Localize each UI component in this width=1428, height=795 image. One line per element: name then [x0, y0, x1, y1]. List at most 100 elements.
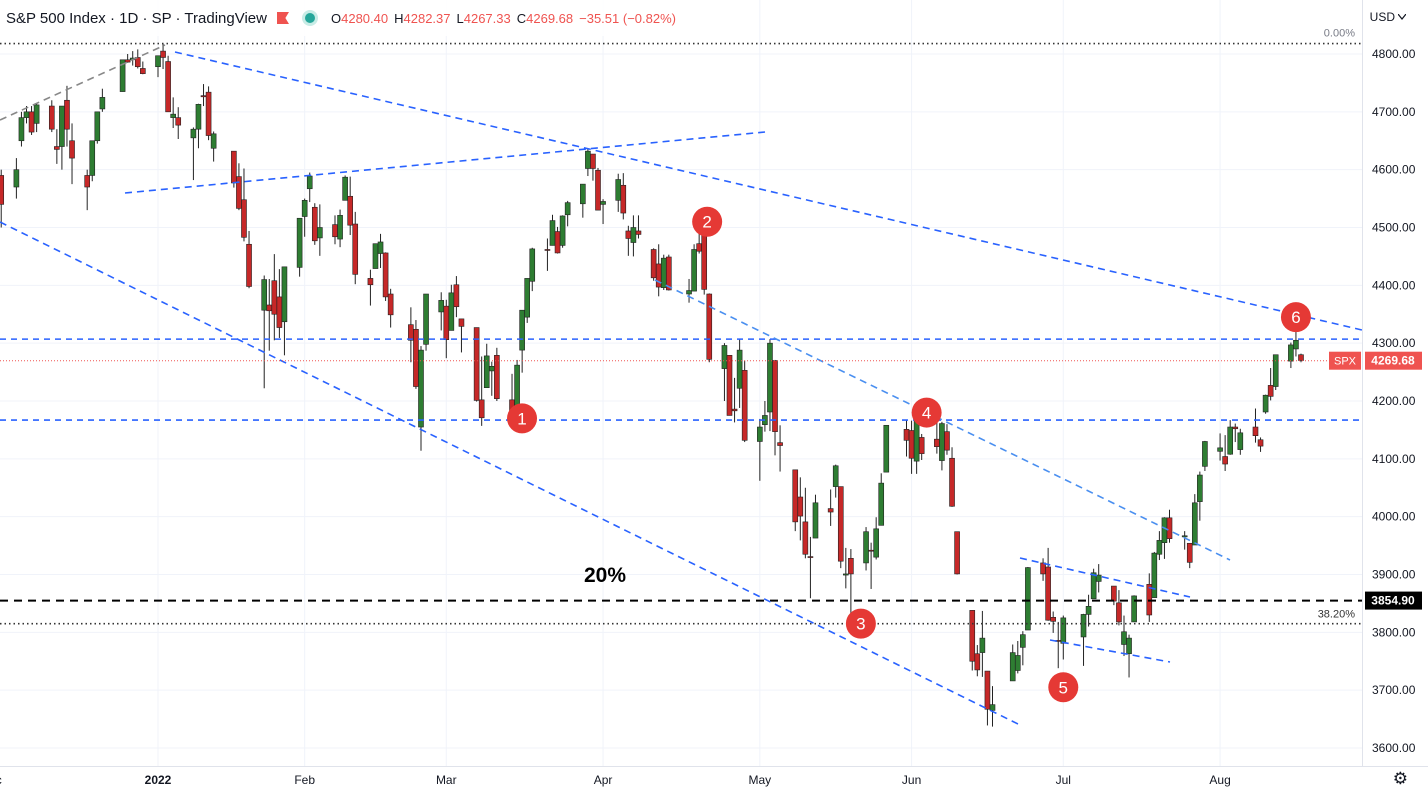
candle-body — [944, 431, 950, 451]
candle-body — [89, 140, 96, 176]
low-label: L — [456, 10, 464, 26]
y-tick-label: 4500.00 — [1372, 221, 1416, 235]
currency-label: USD — [1369, 10, 1395, 24]
candle-body — [1156, 540, 1163, 555]
candle-body — [726, 355, 733, 416]
y-tick-label: 4400.00 — [1372, 278, 1416, 292]
candle-body — [1186, 542, 1193, 563]
candle-body — [54, 146, 60, 150]
flag-icon[interactable] — [276, 12, 289, 24]
open-label: O — [330, 10, 342, 26]
candle-body — [200, 95, 207, 98]
price-axis[interactable]: 4800.00 4700.00 4600.00 4500.00 4400.00 4300.… — [1329, 0, 1428, 795]
candle-body — [494, 355, 500, 399]
candle-body — [33, 104, 40, 124]
symbol-tag-label: SPX — [1334, 356, 1357, 368]
y-tick-label: 4100.00 — [1372, 452, 1416, 466]
candle-body — [231, 150, 237, 184]
chart-grid — [0, 0, 1362, 766]
candle-body — [625, 230, 632, 239]
candle-body — [28, 111, 35, 133]
candle-body — [1090, 572, 1097, 600]
x-tick-label: Jul — [1056, 773, 1071, 787]
number-marker-label: 4 — [922, 404, 931, 423]
candle-body — [190, 128, 197, 139]
y-tick-label: 3800.00 — [1372, 625, 1416, 639]
candle-body — [1267, 385, 1274, 397]
y-tick-label: 4300.00 — [1372, 336, 1416, 350]
x-tick-label: May — [749, 773, 772, 787]
x-tick-label: Dec — [0, 773, 2, 787]
candle-body — [731, 408, 738, 412]
percent-annotation: 20% — [584, 564, 626, 587]
fib-level-label: 38.20% — [1318, 609, 1356, 621]
candle-body — [741, 370, 748, 441]
candle-body — [883, 424, 890, 473]
trendline — [654, 279, 1231, 561]
candle-body — [519, 309, 525, 351]
candle-body — [1116, 602, 1122, 623]
candle-body — [94, 111, 101, 142]
candle-body — [1126, 637, 1132, 655]
candle-body — [837, 486, 844, 562]
market-status-icon — [304, 13, 315, 23]
candle-body — [1298, 354, 1304, 361]
fib-level-label: 0.00% — [1324, 28, 1355, 40]
candle-body — [458, 318, 465, 327]
candle-body — [585, 150, 591, 169]
candle-body — [1085, 606, 1092, 615]
candle-body — [1045, 566, 1051, 621]
currency-selector[interactable]: USD — [1370, 10, 1406, 24]
low-value: 4267.33 — [463, 10, 511, 26]
candle-body — [195, 104, 202, 130]
candle-body — [332, 224, 338, 238]
candle-body — [615, 179, 622, 201]
number-marker-label: 5 — [1059, 678, 1068, 697]
candle-body — [1040, 562, 1046, 575]
number-marker — [692, 206, 723, 237]
candle-body — [488, 365, 495, 372]
candle-body — [155, 55, 161, 68]
price-tag-value: 3854.90 — [1371, 594, 1415, 608]
candle-body — [736, 349, 743, 389]
candle-body — [721, 345, 728, 369]
candle-body — [342, 176, 348, 201]
trendline — [0, 44, 166, 121]
candle-body — [1232, 426, 1239, 430]
time-axis[interactable]: Dec 2022 Feb Mar Apr May Jun Jul Aug — [0, 766, 1428, 788]
candle-body — [802, 521, 809, 555]
symbol-title[interactable]: S&P 500 Index · 1D · SP · TradingView — [6, 9, 267, 27]
candle-body — [873, 528, 879, 558]
gear-icon[interactable]: ⚙ — [1392, 769, 1408, 788]
candle-body — [372, 243, 379, 269]
candle-body — [205, 91, 212, 136]
close-value: 4269.68 — [526, 10, 574, 26]
trendline — [1049, 639, 1171, 663]
candle-body — [984, 670, 991, 710]
candle-body — [600, 201, 606, 205]
candle-body — [413, 328, 419, 387]
candle-body — [686, 290, 692, 295]
number-marker-label: 2 — [702, 213, 711, 232]
candle-body — [1014, 655, 1021, 671]
candle-body — [918, 437, 925, 454]
candle-body — [160, 50, 166, 58]
candle-body — [261, 279, 268, 311]
price-tag — [1365, 591, 1422, 610]
candle-body — [549, 220, 556, 246]
high-value: 4282.37 — [403, 10, 451, 26]
candle-body — [418, 349, 424, 428]
candle-body — [1222, 456, 1228, 465]
candle-body — [119, 59, 126, 92]
candle-body — [832, 465, 839, 487]
ohlc-values: O4280.40 H4282.37 L4267.33 C4269.68 −35.… — [331, 11, 676, 26]
candle-body — [0, 175, 5, 205]
candle-body — [908, 430, 915, 459]
candle-body — [757, 426, 763, 442]
candle-body — [99, 97, 106, 110]
y-tick-label: 4600.00 — [1372, 163, 1416, 177]
candlestick-series — [0, 43, 1304, 727]
number-marker — [507, 403, 538, 434]
candle-body — [1293, 339, 1299, 350]
